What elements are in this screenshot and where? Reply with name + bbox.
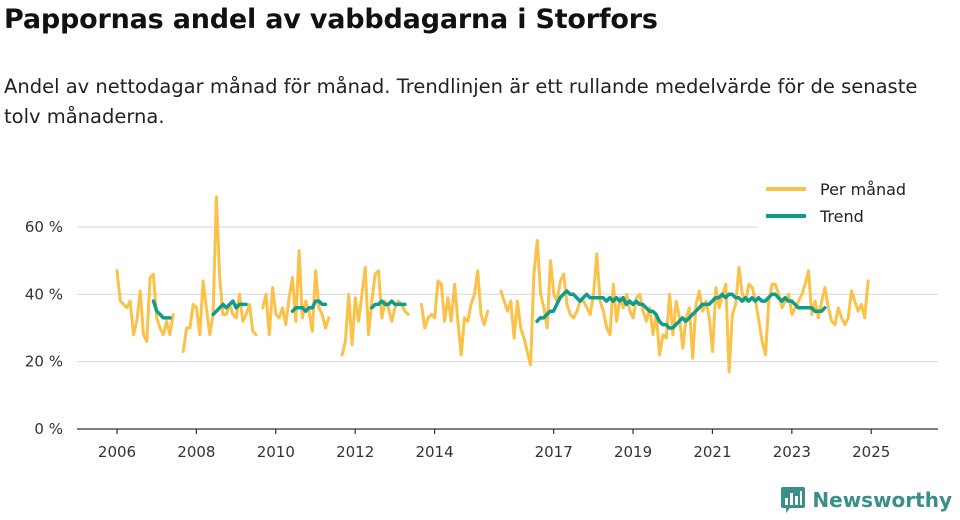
x-tick-label: 2019 [614, 443, 652, 461]
x-tick-label: 2025 [852, 443, 890, 461]
series-line-trend [535, 289, 827, 330]
x-tick-label: 2008 [177, 443, 215, 461]
series-line-trend [370, 299, 407, 310]
series-line-trend [290, 299, 328, 313]
series-line-per-manad [261, 249, 331, 337]
x-tick-label: 2023 [773, 443, 811, 461]
x-tick-label: 2010 [257, 443, 295, 461]
x-tick-label: 2012 [336, 443, 374, 461]
legend-background [758, 174, 938, 230]
chart-subtitle: Andel av nettodagar månad för månad. Tre… [4, 75, 918, 128]
newsworthy-logo: Newsworthy [780, 486, 952, 514]
y-tick-label: 20 % [25, 353, 63, 371]
series-line-per-manad [115, 269, 175, 343]
y-tick-label: 0 % [34, 420, 63, 438]
x-tick-label: 2017 [535, 443, 573, 461]
series-line-trend [211, 299, 248, 317]
y-tick-label: 40 % [25, 285, 63, 303]
series-line-per-manad [499, 239, 870, 374]
series-line-per-manad [340, 265, 410, 357]
brand-name: Newsworthy [812, 488, 952, 512]
series-line-per-manad [420, 269, 490, 357]
x-tick-label: 2021 [693, 443, 731, 461]
newsworthy-bar-icon [781, 487, 806, 513]
y-tick-label: 60 % [25, 218, 63, 236]
x-tick-label: 2006 [98, 443, 136, 461]
legend-label-trend: Trend [819, 207, 864, 226]
chart-title: Pappornas andel av vabbdagarna i Storfor… [4, 4, 658, 35]
x-tick-label: 2014 [415, 443, 453, 461]
legend: Per månad Trend [758, 174, 938, 230]
legend-label-per-manad: Per månad [820, 180, 906, 199]
series-line-trend [151, 299, 172, 320]
series-lines [115, 195, 870, 374]
axes: 0 % 20 % 40 % 60 % 2006 2008 2010 2012 2014 2017 2… [25, 218, 938, 461]
series-line-per-manad [181, 195, 258, 354]
